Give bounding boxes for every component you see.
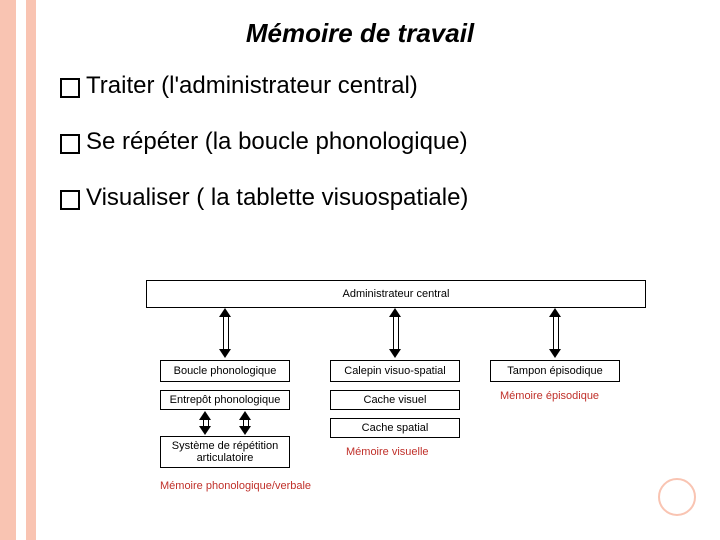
working-memory-diagram: Administrateur central Boucle phonologiq… xyxy=(120,280,680,530)
bullet-list: Traiter (l'administrateur central) Se ré… xyxy=(60,72,468,240)
decorative-circle-icon xyxy=(658,478,696,516)
label-visual-memory: Mémoire visuelle xyxy=(346,446,429,458)
page-title: Mémoire de travail xyxy=(0,18,720,49)
bullet-text: Se répéter (la boucle phonologique) xyxy=(86,128,468,156)
bullet-square-icon xyxy=(60,134,80,154)
bullet-square-icon xyxy=(60,78,80,98)
accent-stripe-1 xyxy=(0,0,16,540)
list-item: Visualiser ( la tablette visuospatiale) xyxy=(60,184,468,212)
box-episodic-buffer: Tampon épisodique xyxy=(490,360,620,382)
box-visuo-sketchpad: Calepin visuo-spatial xyxy=(330,360,460,382)
label-episodic-memory: Mémoire épisodique xyxy=(500,390,599,402)
bullet-text: Visualiser ( la tablette visuospatiale) xyxy=(86,184,468,212)
bullet-text: Traiter (l'administrateur central) xyxy=(86,72,418,100)
bullet-square-icon xyxy=(60,190,80,210)
label-phono-memory: Mémoire phonologique/verbale xyxy=(160,480,311,492)
box-visual-cache: Cache visuel xyxy=(330,390,460,410)
box-phono-store: Entrepôt phonologique xyxy=(160,390,290,410)
accent-stripe-2 xyxy=(26,0,36,540)
box-admin-central: Administrateur central xyxy=(146,280,646,308)
box-artic-rehearsal: Système de répétition articulatoire xyxy=(160,436,290,468)
box-spatial-cache: Cache spatial xyxy=(330,418,460,438)
list-item: Traiter (l'administrateur central) xyxy=(60,72,468,100)
list-item: Se répéter (la boucle phonologique) xyxy=(60,128,468,156)
box-phono-loop: Boucle phonologique xyxy=(160,360,290,382)
